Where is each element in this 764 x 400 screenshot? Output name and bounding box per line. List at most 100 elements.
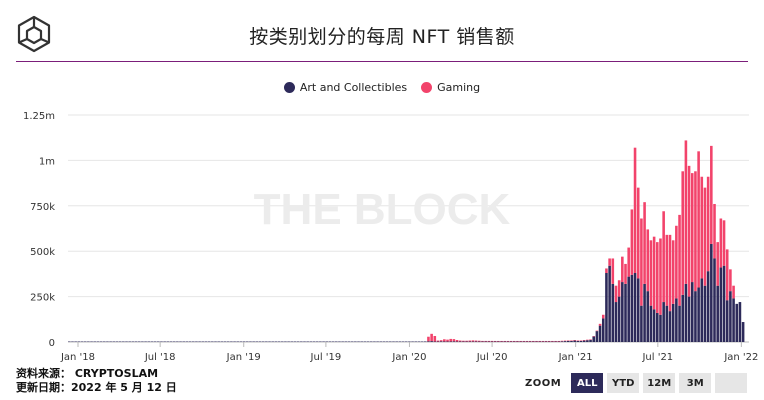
x-tick-label: Jan '19 (226, 352, 261, 363)
bar-art (443, 341, 446, 342)
bar-art (134, 341, 138, 342)
bar-art (118, 341, 122, 342)
bar-art (160, 341, 163, 342)
bar-art (125, 341, 128, 342)
zoom-extra-button[interactable] (715, 373, 748, 393)
bar-art (115, 341, 119, 342)
x-tick-label: Jul '21 (641, 352, 673, 363)
bar-art (722, 265, 726, 342)
bar-art (233, 341, 236, 342)
bar-art (563, 341, 567, 342)
y-tick-label: 500k (30, 247, 55, 258)
bar-gaming (449, 338, 452, 342)
bar-art (598, 325, 602, 342)
bar-art (617, 296, 621, 342)
bar-art (697, 287, 700, 342)
bar-art (395, 341, 398, 342)
bar-art (439, 341, 443, 342)
bar-art (490, 341, 494, 342)
bar-art (357, 341, 360, 342)
bar-art (452, 341, 456, 342)
bar-art (605, 272, 608, 342)
bar-art (455, 341, 459, 342)
legend-item-art[interactable]: Art and Collectibles (283, 81, 407, 94)
bar-gaming (439, 340, 443, 342)
bar-art (338, 341, 341, 342)
bar-art (640, 305, 643, 342)
bar-art (738, 302, 742, 342)
bar-gaming (614, 285, 618, 303)
bar-gaming (430, 333, 433, 342)
bar-art (484, 341, 487, 342)
bar-art (214, 341, 217, 342)
bar-gaming (725, 249, 729, 301)
bar-gaming (512, 340, 516, 342)
bar-gaming (713, 203, 716, 259)
bar-art (636, 278, 640, 342)
bar-art (80, 341, 84, 342)
bar-art (532, 341, 535, 342)
legend-item-gaming[interactable]: Gaming (421, 81, 480, 94)
bar-art (385, 341, 389, 342)
bar-art (468, 341, 472, 342)
bar-art (741, 322, 745, 342)
bar-art (509, 341, 513, 342)
the-block-logo-icon (17, 15, 51, 53)
bar-art (656, 312, 659, 342)
bar-gaming (544, 340, 548, 342)
bar-art (68, 341, 71, 342)
bar-art (512, 341, 516, 342)
zoom-3m-button[interactable]: 3M (679, 373, 712, 393)
bar-art (166, 341, 170, 342)
bar-art (258, 341, 262, 342)
watermark: THE BLOCK (254, 185, 511, 234)
bar-gaming (538, 340, 541, 342)
bar-gaming (582, 340, 586, 341)
bar-art (630, 274, 634, 342)
y-tick-label: 0 (49, 338, 55, 349)
bar-gaming (446, 339, 449, 342)
bar-art (369, 341, 373, 342)
bar-art (284, 341, 287, 342)
bar-art (582, 340, 586, 342)
y-tick-label: 1m (39, 156, 55, 167)
bar-gaming (662, 211, 665, 303)
bar-gaming (671, 240, 675, 304)
bar-gaming (681, 171, 685, 295)
bar-art (191, 341, 195, 342)
bar-art (312, 341, 316, 342)
zoom-label: ZOOM (525, 377, 562, 389)
bar-gaming (675, 225, 678, 299)
bar-art (112, 341, 116, 342)
bar-gaming (608, 258, 611, 266)
bar-art (522, 341, 526, 342)
bar-art (109, 341, 112, 342)
bar-gaming (694, 171, 697, 292)
bar-gaming (652, 236, 656, 310)
bar-art (99, 341, 103, 342)
bar-art (614, 302, 618, 342)
bar-art (169, 341, 173, 342)
bar-gaming (443, 339, 446, 342)
bar-art (322, 341, 325, 342)
bar-art (271, 341, 274, 342)
bar-art (287, 341, 290, 342)
bar-art (690, 282, 694, 342)
bar-art (207, 341, 211, 342)
zoom-12m-button[interactable]: 12M (643, 373, 676, 393)
bar-art (608, 265, 611, 342)
updated-line: 更新日期：2022 年 5 月 12 日 (16, 381, 177, 394)
zoom-ytd-button[interactable]: YTD (607, 373, 640, 393)
bar-art (579, 340, 583, 342)
bar-art (131, 341, 135, 342)
bar-art (567, 340, 570, 342)
y-axis: 0 250k 500k 750k 1m 1.25m (23, 111, 55, 349)
bar-gaming (535, 340, 538, 342)
bar-gaming (563, 340, 567, 342)
bar-gaming (509, 340, 513, 342)
zoom-all-button[interactable]: ALL (571, 373, 604, 393)
bar-art (713, 258, 716, 342)
bar-gaming (601, 314, 605, 319)
bar-gaming (465, 340, 468, 342)
bar-art (195, 341, 198, 342)
